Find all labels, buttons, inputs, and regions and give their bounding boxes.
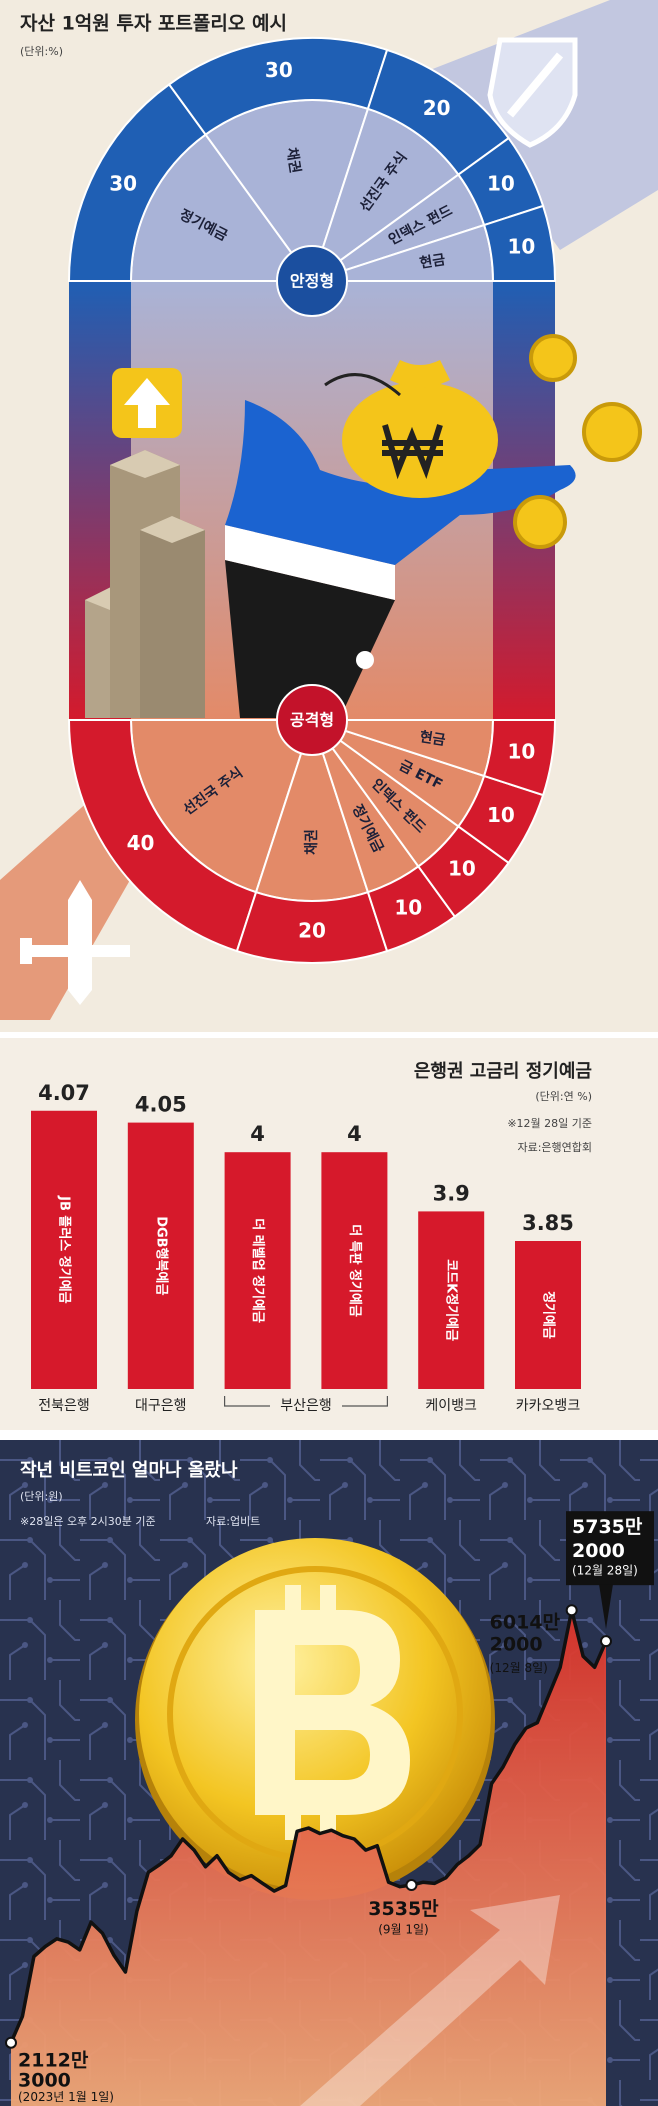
note: 자료:은행연합회 (517, 1141, 592, 1154)
bar (31, 1110, 97, 1389)
date-label: (2023년 1월 1일) (18, 2090, 114, 2104)
area (11, 1610, 606, 2106)
bank-label: 케이뱅크 (425, 1398, 477, 1414)
chart-title: 자산 1억원 투자 포트폴리오 예시 (20, 13, 287, 35)
bank-label: 전북은행 (38, 1398, 90, 1414)
value-label: 3.85 (522, 1211, 574, 1235)
series-name: 공격형 (290, 711, 334, 730)
bar (127, 1122, 194, 1389)
bank-label: 카카오뱅크 (516, 1398, 581, 1414)
badge (276, 245, 348, 317)
line (9, 1608, 608, 2044)
slice-value-label: 10 (507, 740, 535, 764)
illustration (85, 334, 642, 718)
date-label: (12월 28일) (572, 1564, 638, 1578)
slice-value-label: 30 (265, 58, 293, 82)
bar-product-label: JB 플러스 정기예금 (57, 1195, 73, 1304)
unit-note: (단위:연 %) (535, 1090, 592, 1103)
shield-icon (487, 37, 578, 148)
callout-box (566, 1511, 654, 1586)
pie-slice (482, 204, 557, 282)
line-layer: 2112만 3000(2023년 1월 1일) 3535만 (9월 1일) 6014만 2… (5, 1511, 654, 2106)
note: 자료:업비트 (206, 1515, 260, 1528)
slice-value-label: 10 (507, 234, 535, 258)
bar-product-label: 정기예금 (541, 1291, 557, 1339)
diagonal-band (0, 800, 130, 1020)
note: ※12월 28일 기준 (507, 1116, 592, 1130)
point (5, 2036, 17, 2049)
slice-category-label: 채권 (304, 829, 320, 855)
value-label: 3535만 (368, 1898, 439, 1920)
bar (418, 1211, 485, 1389)
value-label: 5735만 2000 (572, 1516, 643, 1562)
bar-product-label: 더 특판 정기예금 (347, 1224, 363, 1317)
value-label: 4.07 (38, 1081, 90, 1105)
point (565, 1604, 578, 1617)
slice-category-label: 채권 (283, 147, 303, 175)
note: ※28일은 오후 2시30분 기준 (20, 1514, 156, 1528)
chart-title: 작년 비트코인 얼마나 올랐나 (20, 1460, 238, 1481)
date-label: (9월 1일) (378, 1923, 429, 1937)
bar (224, 1152, 291, 1389)
bar (515, 1241, 581, 1389)
slice-value-label: 20 (423, 96, 451, 120)
badge (276, 684, 348, 756)
slice-value-label: 10 (487, 803, 515, 827)
slice-value-label: 40 (127, 831, 155, 855)
date-label: (12월 8일) (490, 1661, 548, 1675)
slice-category-label: 현금 (419, 729, 447, 749)
unit-note: (단위:%) (20, 45, 63, 58)
slice-value-label: 10 (394, 895, 422, 919)
value-label: 4.05 (135, 1093, 187, 1117)
value-label: 2112만 3000 (18, 2049, 89, 2091)
value-label: 4 (250, 1122, 265, 1146)
chart-title: 은행권 고금리 정기예금 (414, 1061, 592, 1082)
group-bracket (224, 1396, 388, 1407)
bar-product-label: DGB행복예금 (153, 1216, 169, 1295)
point (405, 1879, 418, 1892)
slice-value-label: 20 (298, 919, 326, 943)
bank-label: 부산은행 (280, 1398, 332, 1414)
point (600, 1635, 612, 1648)
slice-value-label: 10 (487, 171, 515, 195)
bar-product-label: 코드K정기예금 (444, 1259, 460, 1341)
callout-pointer (599, 1584, 613, 1630)
bar (321, 1152, 388, 1389)
slice-value-label: 30 (109, 171, 137, 195)
slice-value-label: 10 (448, 856, 476, 880)
pie-slice (482, 719, 557, 797)
bank-label: 대구은행 (135, 1398, 187, 1414)
unit-note: (단위:원) (20, 1490, 63, 1503)
series-name: 안정형 (290, 272, 334, 291)
slice-category-label: 현금 (419, 252, 447, 272)
bitcoin-coin (135, 1538, 495, 1900)
value-label: 3.9 (433, 1181, 470, 1205)
sword-icon (20, 880, 130, 1005)
bar-product-label: 더 레벨업 정기예금 (250, 1218, 266, 1323)
value-label: 6014만 2000 (490, 1611, 561, 1655)
arrow-decoration (300, 1895, 560, 2106)
value-label: 4 (347, 1122, 362, 1146)
